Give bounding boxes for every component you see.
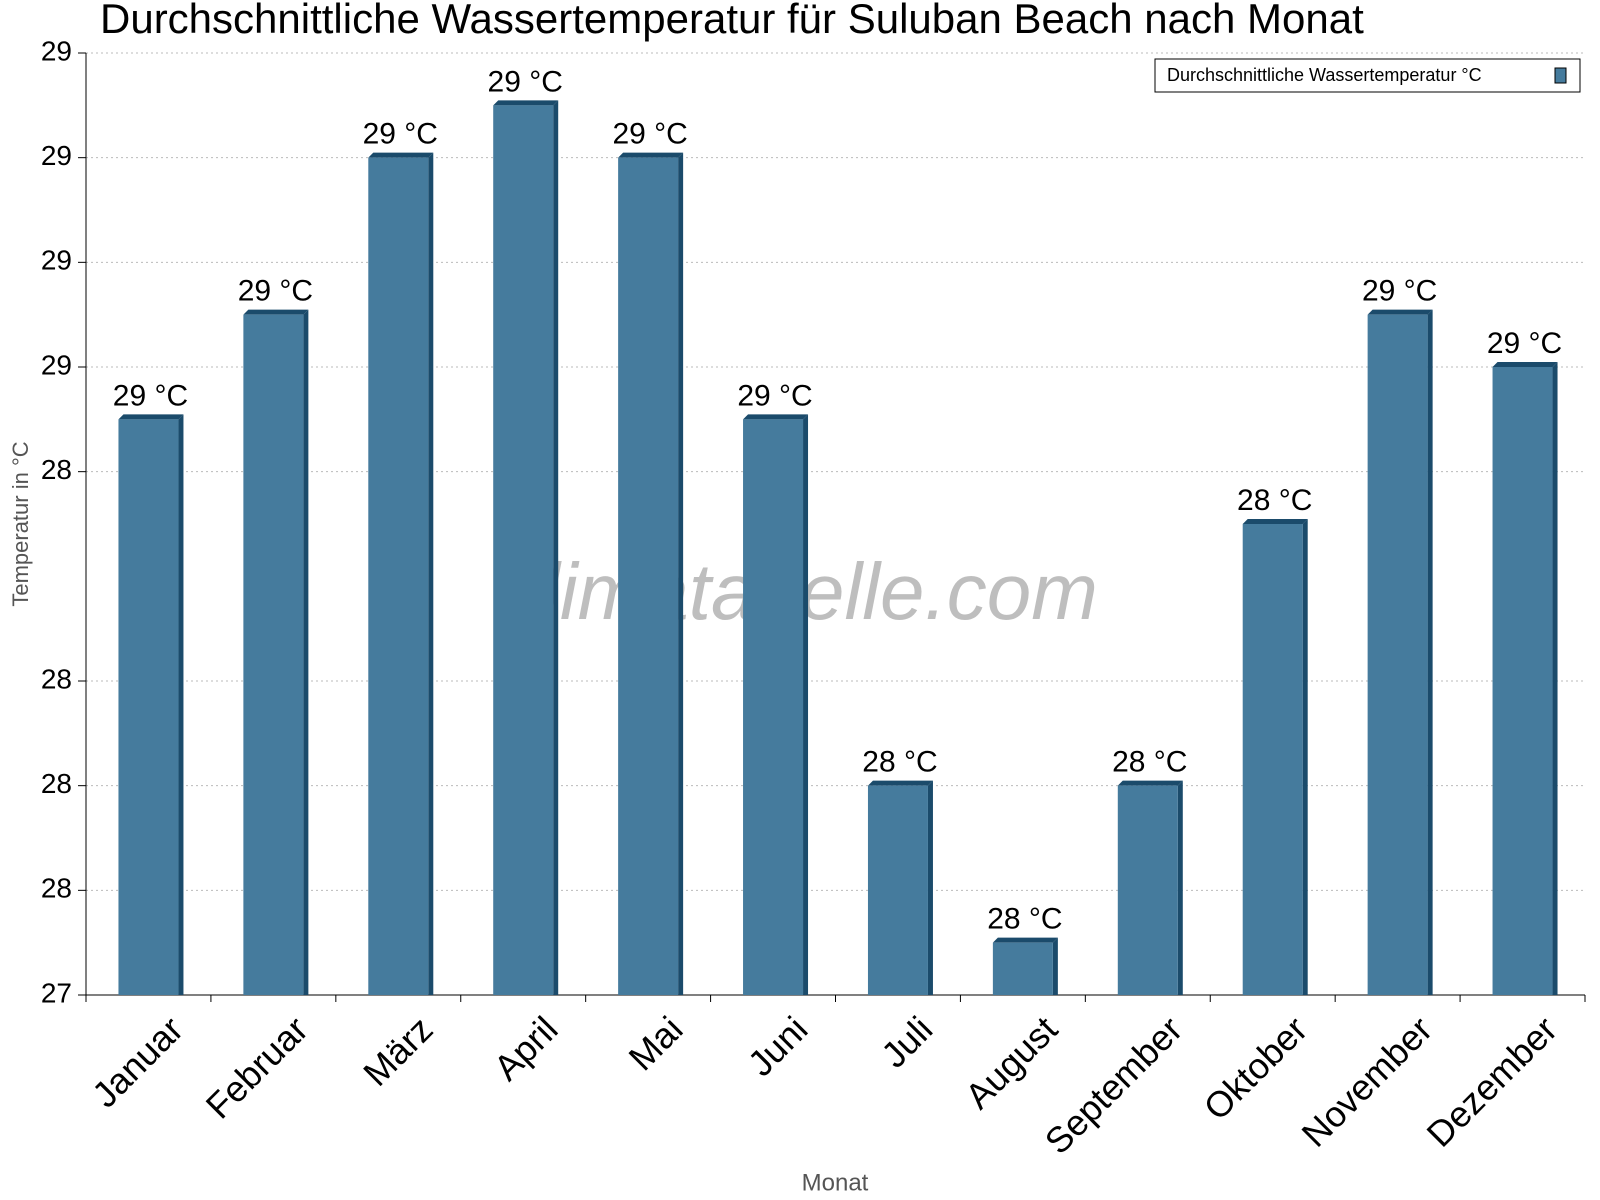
chart-title: Durchschnittliche Wassertemperatur für S… <box>100 0 1364 42</box>
bar-face <box>243 309 309 315</box>
value-label: 29 °C <box>1362 275 1437 308</box>
bar-face <box>1117 785 1178 995</box>
y-axis-label: Temperatur in °C <box>8 441 33 606</box>
bar-face <box>493 105 554 996</box>
bar-face <box>1492 362 1558 367</box>
bar-face <box>1427 309 1433 996</box>
y-tick-label: 28 <box>41 768 72 799</box>
x-tick-label: Mai <box>620 1008 690 1078</box>
y-tick-label: 29 <box>41 349 72 380</box>
bar-face <box>1552 362 1558 995</box>
bar-face <box>553 100 559 996</box>
y-tick-label: 27 <box>41 977 72 1008</box>
value-label: 29 °C <box>612 118 687 151</box>
bar-face <box>927 780 933 995</box>
bar-face <box>618 157 679 995</box>
value-label: 28 °C <box>1237 484 1312 517</box>
bar <box>992 937 1058 995</box>
y-tick-label: 29 <box>41 245 72 276</box>
bar <box>368 152 434 995</box>
bar-face <box>1242 524 1303 995</box>
bar <box>1492 362 1558 995</box>
y-tick-label: 29 <box>41 140 72 171</box>
y-tick-label: 29 <box>41 35 72 66</box>
bar <box>493 100 559 996</box>
bar-face <box>1302 519 1308 995</box>
legend-swatch <box>1554 67 1567 84</box>
bar <box>1367 309 1433 996</box>
x-tick-label: Oktober <box>1196 1008 1316 1128</box>
value-label: 28 °C <box>987 903 1062 936</box>
bar-face <box>867 780 933 786</box>
x-tick-label: Juni <box>740 1008 816 1084</box>
bar-face <box>1177 780 1183 995</box>
x-tick-label: November <box>1294 1008 1440 1154</box>
x-tick-label: August <box>957 1008 1065 1116</box>
x-tick-label: März <box>355 1008 441 1094</box>
bar <box>1242 519 1308 995</box>
value-label: 29 °C <box>1487 327 1562 360</box>
x-tick-label: Dezember <box>1419 1008 1565 1154</box>
x-tick-label: Juli <box>873 1008 940 1075</box>
value-label: 29 °C <box>113 379 188 412</box>
bar <box>618 152 684 995</box>
bar-face <box>618 152 684 158</box>
bar <box>743 414 809 995</box>
bar-face <box>368 157 429 995</box>
y-tick-label: 28 <box>41 873 72 904</box>
bar-face <box>428 152 434 995</box>
x-tick-label: September <box>1037 1008 1191 1162</box>
bar-face <box>1242 519 1308 524</box>
x-axis-label: Monat <box>802 1169 869 1196</box>
y-tick-label: 28 <box>41 663 72 694</box>
bar-face <box>743 419 804 995</box>
bar-face <box>803 414 809 995</box>
bar-face <box>118 419 179 995</box>
value-label: 29 °C <box>238 275 313 308</box>
bar-face <box>743 414 809 420</box>
x-tick-label: Januar <box>84 1008 191 1115</box>
bar-face <box>1117 780 1183 786</box>
bar-face <box>1052 937 1058 995</box>
bar-face <box>368 152 434 158</box>
bar-face <box>303 309 309 996</box>
value-label: 28 °C <box>1112 746 1187 779</box>
bar <box>243 309 309 996</box>
value-label: 29 °C <box>363 118 438 151</box>
value-label: 29 °C <box>488 65 563 98</box>
y-tick-label: 28 <box>41 454 72 485</box>
value-label: 29 °C <box>737 379 812 412</box>
bar-face <box>992 942 1053 995</box>
value-label: 28 °C <box>862 746 937 779</box>
bar-face <box>867 785 928 995</box>
bar <box>867 780 933 995</box>
bar <box>1117 780 1183 995</box>
x-tick-label: April <box>486 1008 566 1088</box>
bar-face <box>992 937 1058 943</box>
bar-face <box>1492 367 1553 995</box>
bar-face <box>1367 314 1428 996</box>
bar-face <box>493 100 559 106</box>
legend-label: Durchschnittliche Wassertemperatur °C <box>1167 65 1482 85</box>
bar-face <box>678 152 684 995</box>
legend-box <box>1154 58 1581 93</box>
bar-face <box>243 314 304 996</box>
bar-face <box>178 414 184 995</box>
bar-face <box>1367 309 1433 315</box>
bar <box>118 414 184 995</box>
bar-face <box>118 414 184 420</box>
x-tick-label: Februar <box>198 1008 316 1126</box>
